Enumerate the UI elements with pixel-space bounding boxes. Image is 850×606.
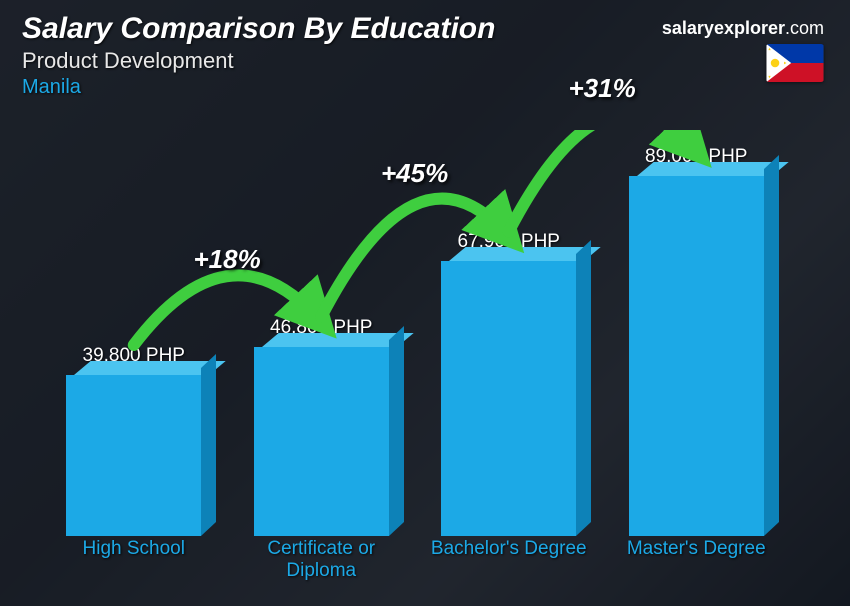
bar-group: 46,800 PHP [235, 317, 408, 536]
bar [66, 375, 201, 536]
bar-side-face [576, 240, 591, 536]
bar [441, 261, 576, 536]
bar [629, 176, 764, 536]
bar [254, 347, 389, 536]
increase-label: +45% [381, 158, 448, 189]
brand-name: salaryexplorer [662, 18, 785, 38]
bar-label: Master's Degree [610, 538, 783, 586]
bar-side-face [764, 155, 779, 536]
brand-suffix: .com [785, 18, 824, 38]
bars-container: 39,800 PHP46,800 PHP67,900 PHP89,000 PHP [40, 176, 790, 536]
brand-logo: salaryexplorer.com [662, 18, 824, 39]
bar-group: 89,000 PHP [610, 146, 783, 536]
chart-area: 39,800 PHP46,800 PHP67,900 PHP89,000 PHP… [40, 130, 790, 586]
bar-side-face [201, 354, 216, 536]
bar-label: Bachelor's Degree [423, 538, 596, 586]
bar-group: 67,900 PHP [423, 231, 596, 536]
bar-label: High School [48, 538, 221, 586]
bar-label: Certificate or Diploma [235, 538, 408, 586]
increase-label: +18% [194, 244, 261, 275]
location-label: Manila [22, 76, 828, 99]
content-root: Salary Comparison By Education Product D… [0, 0, 850, 606]
bar-side-face [389, 326, 404, 536]
page-subtitle: Product Development [22, 48, 828, 74]
bar-group: 39,800 PHP [48, 345, 221, 536]
flag-icon [766, 44, 824, 82]
labels-container: High School Certificate or Diploma Bachelo… [40, 538, 790, 586]
increase-label: +31% [569, 73, 636, 104]
